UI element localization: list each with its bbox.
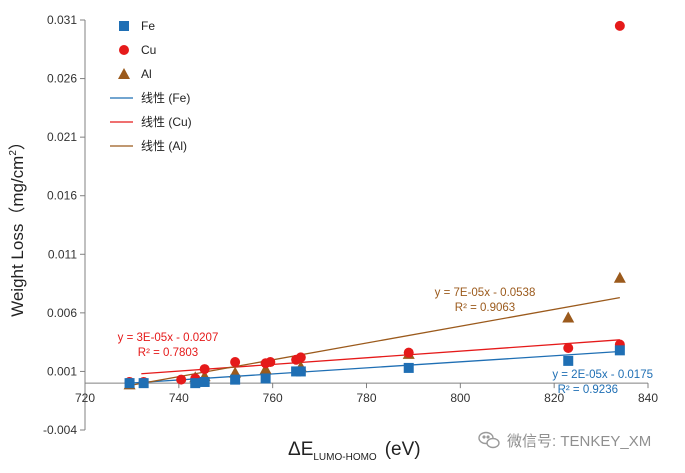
x-axis-title-sub: LUMO-HOMO [313, 452, 377, 463]
x-tick-label: 760 [263, 391, 283, 405]
axes: -0.004 0.001 0.006 0.011 0.016 0.021 0.026 0.03… [43, 13, 658, 437]
data-point-fe [563, 355, 574, 366]
legend-marker-fe [119, 21, 129, 31]
data-point-cu [295, 352, 306, 363]
data-point-al [259, 363, 272, 375]
data-point-cu [199, 364, 210, 375]
watermark-text: 微信号: TENKEY_XM [507, 433, 651, 450]
data-point-fe [199, 376, 210, 387]
y-tick-label: 0.031 [47, 13, 77, 27]
y-axis-title-main: Weight Loss（mg/cm [8, 156, 27, 317]
r2-al: R² = 0.9063 [455, 302, 515, 314]
y-tick-label: 0.016 [47, 189, 77, 203]
r2-cu: R² = 0.7803 [138, 347, 198, 359]
data-point-fe [295, 366, 306, 377]
data-point-cu [563, 343, 574, 353]
watermark: 微信号: TENKEY_XM [478, 431, 651, 450]
data-point-fe [230, 374, 241, 385]
legend-label-trend-cu: 线性 (Cu) [141, 115, 192, 129]
equation-cu: y = 3E-05x - 0.0207 [118, 332, 219, 344]
wechat-icon [478, 431, 500, 449]
trendline-al [129, 296, 620, 387]
y-axis-title: Weight Loss（mg/cm2） [8, 133, 27, 317]
equation-labels: y = 2E-05x - 0.0175 R² = 0.9236 y = 3E-05x… [118, 287, 653, 396]
y-axis-title-close: ） [8, 133, 27, 150]
legend: Fe Cu Al 线性 (Fe) 线性 (Cu) 线性 (Al) [110, 19, 192, 153]
legend-label-al: Al [141, 67, 152, 81]
y-tick-label: 0.001 [47, 364, 77, 378]
trendline-cu [141, 339, 620, 375]
y-tick-label: 0.006 [47, 306, 77, 320]
legend-label-trend-al: 线性 (Al) [141, 139, 187, 153]
data-point-fe [260, 373, 271, 384]
trendlines [129, 296, 620, 387]
data-point-cu [230, 357, 241, 368]
data-point-fe [138, 378, 149, 389]
legend-label-trend-fe: 线性 (Fe) [141, 91, 190, 105]
data-point-fe [190, 378, 201, 389]
x-tick-label: 720 [75, 391, 95, 405]
x-axis-title: ΔELUMO-HOMO (eV) [288, 439, 421, 463]
y-tick-label: 0.021 [47, 130, 77, 144]
legend-marker-al [118, 68, 130, 79]
x-axis-title-unit: (eV) [385, 439, 421, 460]
x-tick-label: 800 [450, 391, 470, 405]
x-tick-label: 820 [544, 391, 564, 405]
y-axis-title-sup: 2 [8, 150, 19, 156]
r2-fe: R² = 0.9236 [558, 384, 618, 396]
data-point-cu [176, 374, 187, 385]
data-point-cu [403, 347, 414, 358]
data-point-al [613, 271, 626, 283]
data-points [123, 20, 626, 390]
y-tick-label: 0.026 [47, 72, 77, 86]
equation-fe: y = 2E-05x - 0.0175 [552, 369, 653, 381]
y-tick-label: 0.011 [48, 247, 77, 261]
legend-marker-cu [119, 45, 129, 55]
data-point-cu [614, 20, 625, 31]
equation-al: y = 7E-05x - 0.0538 [435, 287, 536, 299]
x-axis-title-main: ΔE [288, 439, 313, 460]
x-tick-label: 740 [169, 391, 189, 405]
data-point-fe [403, 362, 414, 373]
x-tick-label: 780 [356, 391, 376, 405]
data-point-al [562, 311, 575, 323]
legend-label-fe: Fe [141, 19, 155, 33]
trendline-fe [129, 350, 620, 384]
legend-label-cu: Cu [141, 43, 156, 57]
data-point-fe [124, 378, 135, 389]
data-point-cu [265, 357, 276, 368]
x-tick-label: 840 [638, 391, 658, 405]
data-point-fe [614, 345, 625, 356]
y-tick-label: -0.004 [43, 423, 77, 437]
